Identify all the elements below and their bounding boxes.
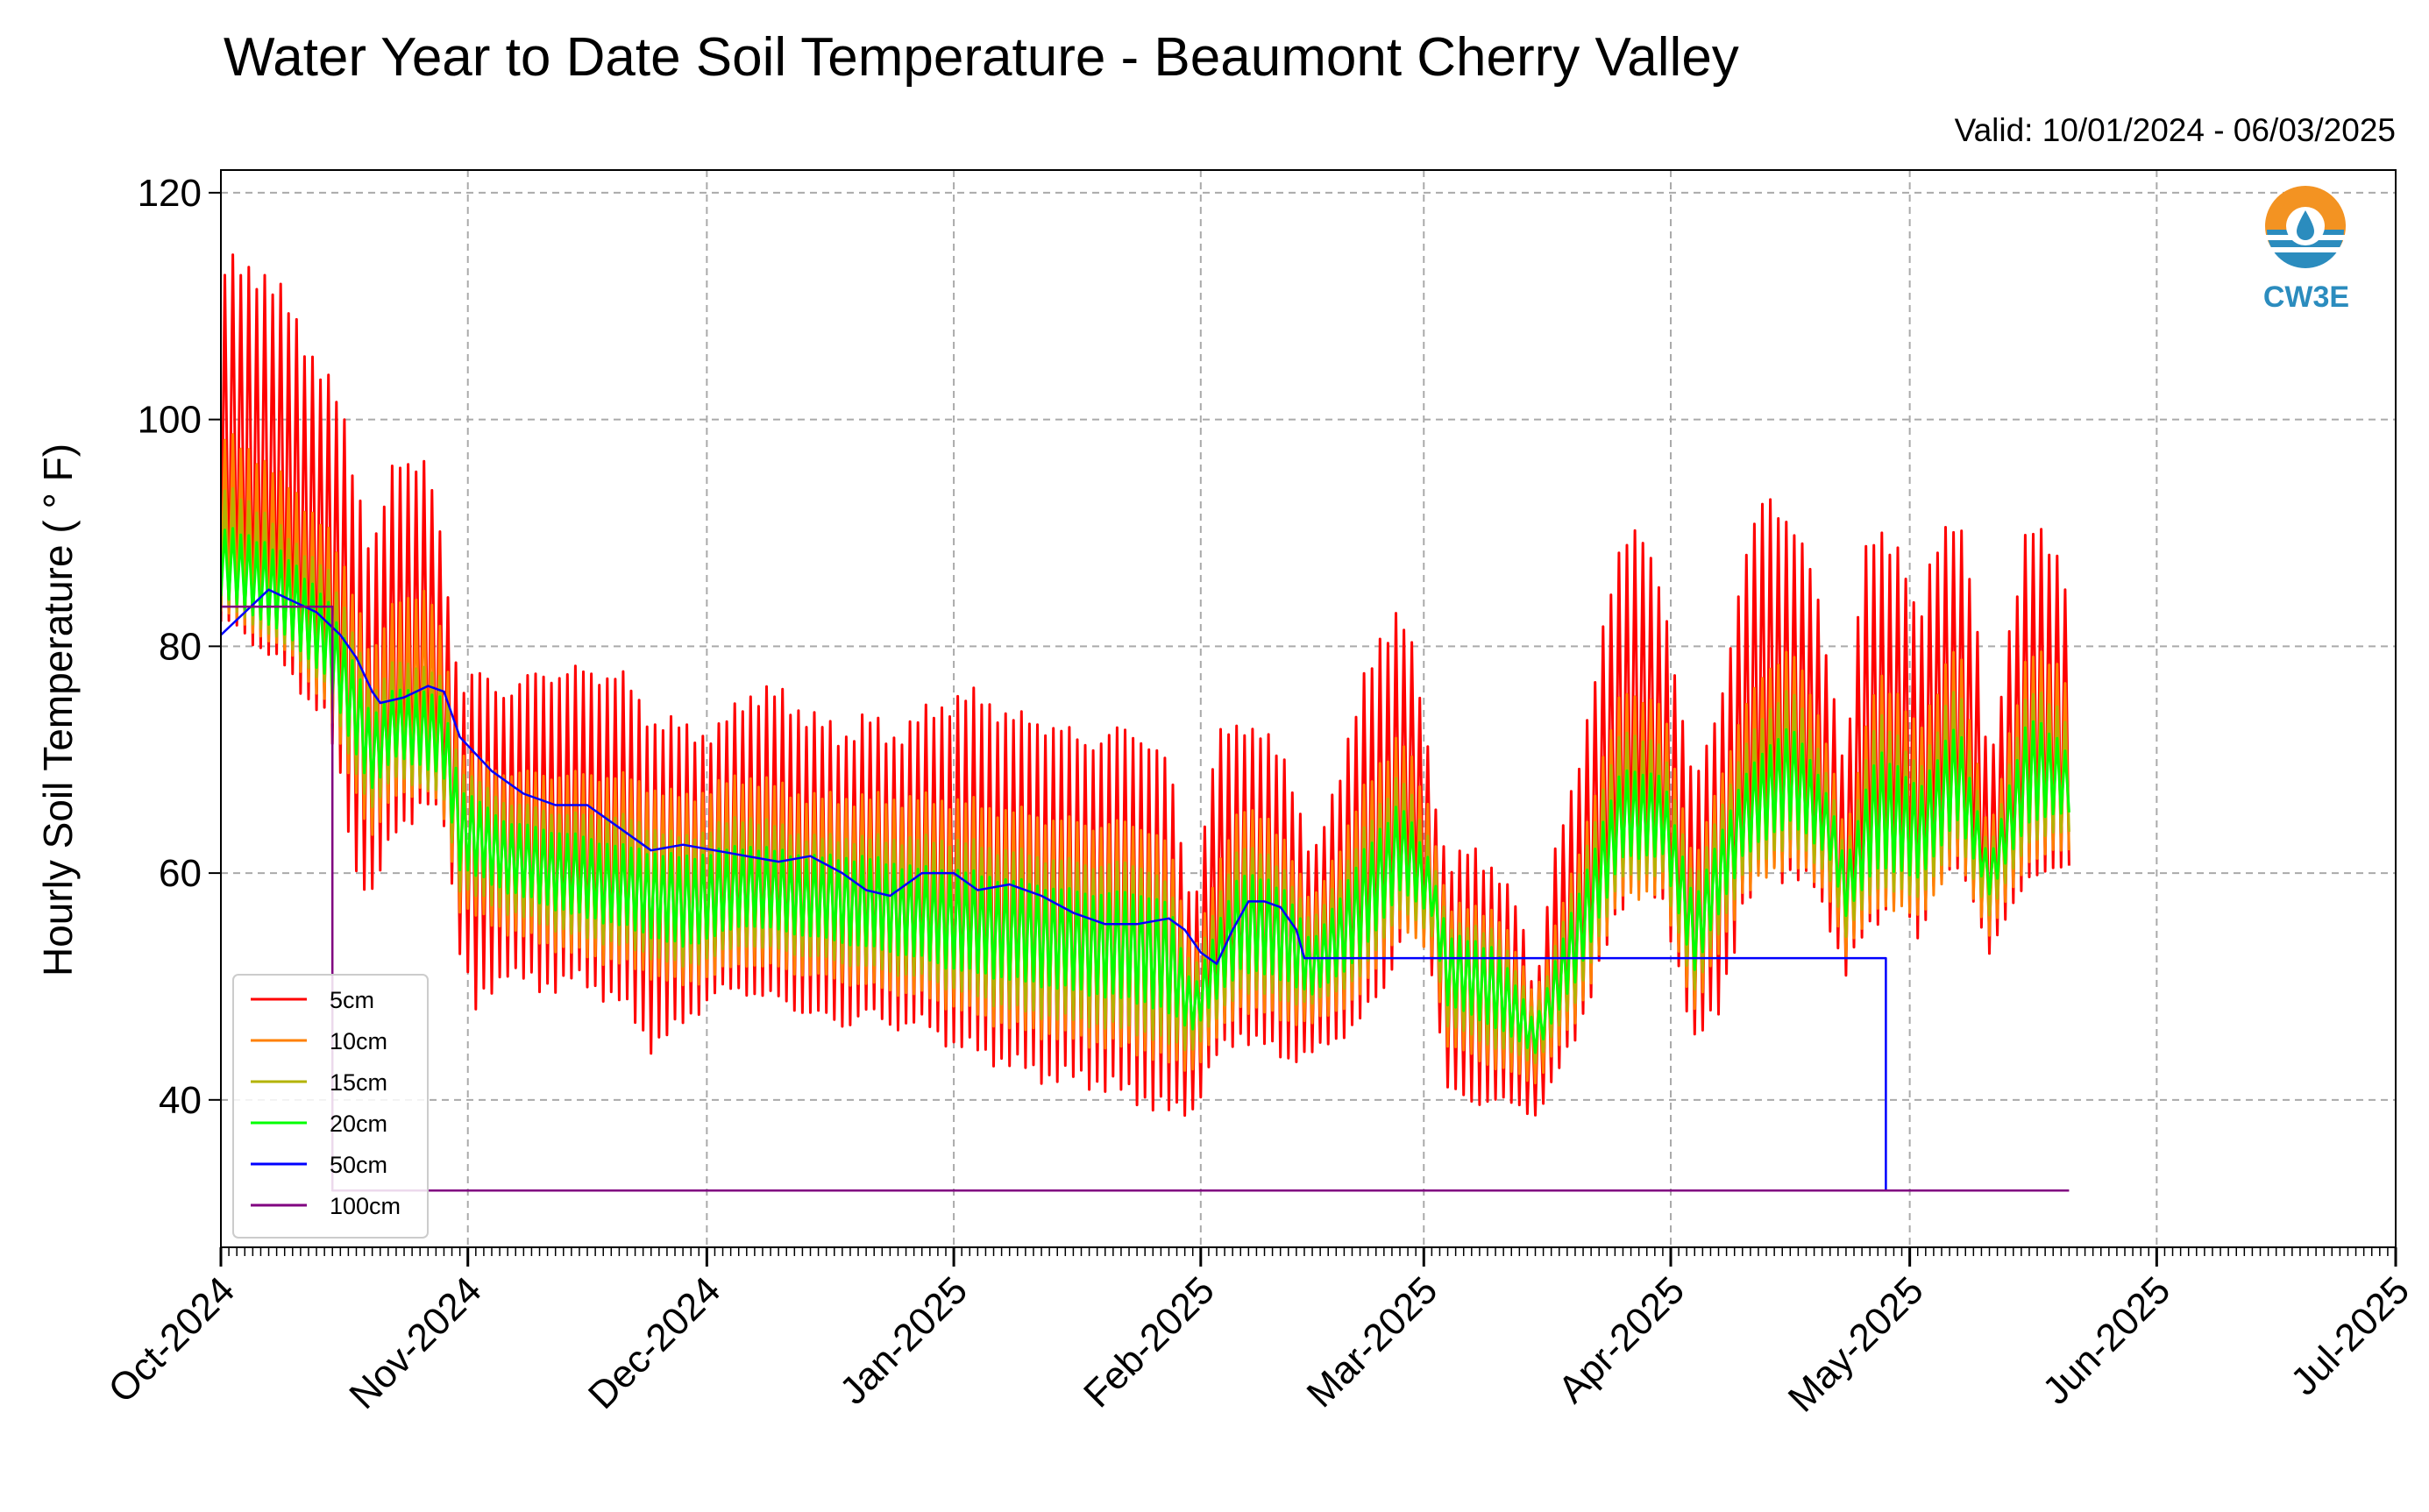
x-tick-label: May-2025: [1780, 1268, 1932, 1420]
y-axis-label: Hourly Soil Temperature ( ° F): [35, 444, 81, 976]
legend-label: 100cm: [330, 1193, 401, 1219]
legend-label: 50cm: [330, 1152, 387, 1178]
x-tick-label: Jun-2025: [2035, 1268, 2178, 1412]
series-20cm: [221, 527, 2070, 1054]
series-layer: [221, 253, 2070, 1192]
y-tick-label: 60: [159, 852, 202, 895]
plot-frame: [220, 169, 2397, 1248]
series-50cm: [221, 588, 1894, 1192]
legend: 5cm 10cm 15cm 20cm 50cm 100cm: [232, 974, 429, 1239]
x-tick-label: Dec-2024: [580, 1268, 729, 1417]
y-tick-label: 100: [138, 399, 202, 442]
y-tick-label: 120: [138, 172, 202, 215]
cw3e-logo: CW3E: [2262, 186, 2349, 314]
water-drop-icon: [2297, 210, 2314, 240]
x-tick-label: Oct-2024: [100, 1268, 243, 1411]
x-tick-label: Jul-2025: [2283, 1268, 2418, 1403]
x-tick-label: Jan-2025: [832, 1268, 976, 1412]
y-tick-label: 40: [159, 1079, 202, 1122]
logo-text: CW3E: [2263, 280, 2349, 314]
chart-title: Water Year to Date Soil Temperature - Be…: [224, 27, 1739, 88]
x-tick-label: Nov-2024: [341, 1268, 490, 1417]
legend-label: 20cm: [330, 1111, 387, 1137]
y-tick-label: 80: [159, 625, 202, 668]
grid-lines: [220, 170, 2397, 1247]
x-tick-label: Apr-2025: [1550, 1268, 1693, 1411]
x-tick-label: Mar-2025: [1299, 1268, 1446, 1416]
legend-label: 15cm: [330, 1069, 387, 1096]
valid-date-range: Valid: 10/01/2024 - 06/03/2025: [1955, 112, 2396, 148]
x-tick-label: Feb-2025: [1076, 1268, 1223, 1416]
legend-label: 10cm: [330, 1028, 387, 1054]
series-100cm: [221, 605, 2070, 1192]
legend-label: 5cm: [330, 987, 374, 1013]
